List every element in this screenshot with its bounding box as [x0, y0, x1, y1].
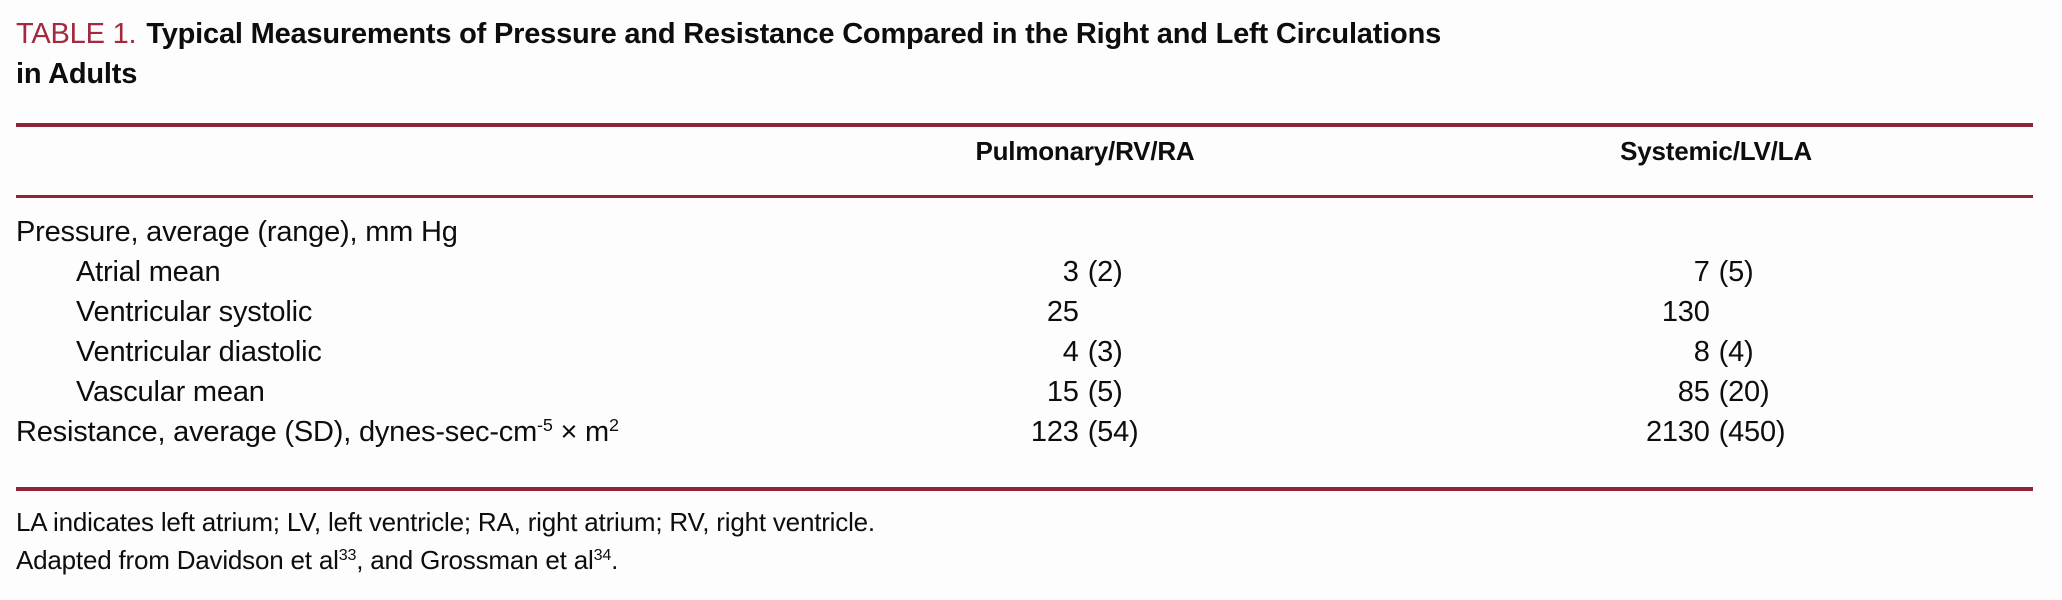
- journal-table-figure: TABLE 1. Typical Measurements of Pressure…: [16, 14, 2033, 579]
- table-row-ventricular-diastolic: Ventricular diastolic 4 (3) 8 (4): [16, 332, 2033, 372]
- value: 25: [1046, 296, 1079, 328]
- range: (20): [1718, 376, 1770, 408]
- footnote-source: Adapted from Davidson et al33, and Gross…: [16, 541, 2033, 579]
- value: 7: [1693, 256, 1710, 288]
- table-footnotes: LA indicates left atrium; LV, left ventr…: [16, 503, 2033, 579]
- range: (2): [1087, 256, 1123, 288]
- value: 8: [1693, 336, 1710, 368]
- cell-atrial-mean-pulmonary: 3 (2): [771, 252, 1399, 292]
- range: (54): [1087, 416, 1139, 448]
- cell-vascular-mean-pulmonary: 15 (5): [771, 372, 1399, 412]
- resistance-label-text: Resistance, average (SD), dynes-sec-cm: [16, 416, 538, 448]
- value: 85: [1677, 376, 1710, 408]
- table-title-line2: in Adults: [16, 58, 138, 90]
- resistance-exponent2: 2: [609, 415, 619, 436]
- cell-resistance-systemic: 2130 (450): [1399, 412, 2033, 452]
- footnote-source-period: .: [611, 545, 619, 575]
- footnote-abbreviations: LA indicates left atrium; LV, left ventr…: [16, 507, 875, 537]
- value: 123: [1030, 416, 1079, 448]
- header-rule: [16, 195, 2033, 198]
- table-body: Pressure, average (range), mm Hg Atrial …: [16, 198, 2033, 487]
- table-row-vascular-mean: Vascular mean 15 (5) 85 (20): [16, 372, 2033, 412]
- row-label-pressure: Pressure, average (range), mm Hg: [16, 216, 458, 248]
- cell-ventricular-systolic-pulmonary: 25: [771, 292, 1399, 332]
- resistance-label-times: × m: [552, 416, 610, 448]
- range: (5): [1087, 376, 1123, 408]
- value: 130: [1661, 296, 1710, 328]
- table-row-pressure-section: Pressure, average (range), mm Hg: [16, 212, 2033, 252]
- table-header-row: Pulmonary/RV/RA Systemic/LV/LA: [16, 127, 2033, 195]
- range: (3): [1087, 336, 1123, 368]
- cell-resistance-pulmonary: 123 (54): [771, 412, 1399, 452]
- row-label-resistance: Resistance, average (SD), dynes-sec-cm-5…: [16, 412, 771, 452]
- row-label-ventricular-diastolic: Ventricular diastolic: [76, 336, 322, 368]
- footnote-source-text1: Adapted from Davidson et al: [16, 545, 339, 575]
- range: (5): [1718, 256, 1754, 288]
- value: 15: [1046, 376, 1079, 408]
- cell-atrial-mean-systemic: 7 (5): [1399, 252, 2033, 292]
- cell-ventricular-systolic-systemic: 130: [1399, 292, 2033, 332]
- table-caption: TABLE 1. Typical Measurements of Pressure…: [16, 14, 2033, 94]
- cell-ventricular-diastolic-systemic: 8 (4): [1399, 332, 2033, 372]
- row-label-vascular-mean: Vascular mean: [76, 376, 265, 408]
- table-row-ventricular-systolic: Ventricular systolic 25 130: [16, 292, 2033, 332]
- table-row-resistance: Resistance, average (SD), dynes-sec-cm-5…: [16, 412, 2033, 452]
- cell-vascular-mean-systemic: 85 (20): [1399, 372, 2033, 412]
- range: (4): [1718, 336, 1754, 368]
- column-header-pulmonary: Pulmonary/RV/RA: [975, 136, 1195, 166]
- value: 4: [1062, 336, 1079, 368]
- footnote-citation-34: 34: [593, 546, 612, 565]
- table-row-atrial-mean: Atrial mean 3 (2) 7 (5): [16, 252, 2033, 292]
- value: 3: [1062, 256, 1079, 288]
- column-header-empty: [16, 136, 771, 195]
- row-label-ventricular-systolic: Ventricular systolic: [76, 296, 313, 328]
- footnote-source-text2: , and Grossman et al: [356, 545, 594, 575]
- value: 2130: [1645, 416, 1710, 448]
- range: [1079, 292, 1088, 332]
- table-title-line1: Typical Measurements of Pressure and Res…: [146, 18, 1442, 50]
- row-label-atrial-mean: Atrial mean: [76, 256, 221, 288]
- table-number-label: TABLE 1.: [16, 18, 137, 50]
- range: [1710, 292, 1719, 332]
- top-rule: [16, 123, 2033, 127]
- cell-ventricular-diastolic-pulmonary: 4 (3): [771, 332, 1399, 372]
- bottom-rule: [16, 487, 2033, 491]
- footnote-citation-33: 33: [338, 546, 357, 565]
- column-header-systemic: Systemic/LV/LA: [1620, 136, 1812, 166]
- resistance-exponent: -5: [537, 415, 553, 436]
- range: (450): [1718, 416, 1786, 448]
